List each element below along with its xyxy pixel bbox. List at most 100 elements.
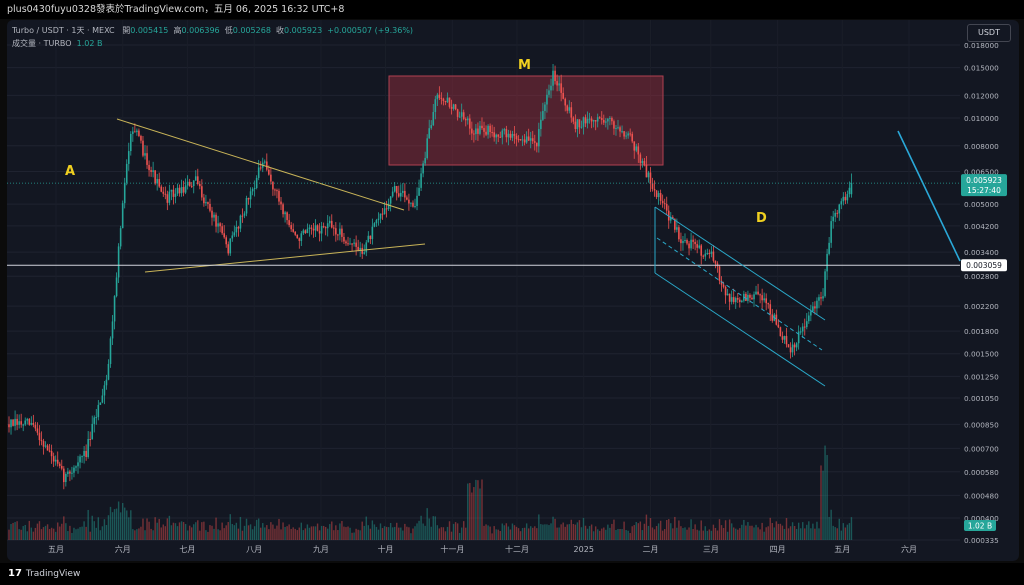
candle-body[interactable] [700, 245, 703, 256]
candle-body[interactable] [355, 242, 357, 247]
candle-body[interactable] [824, 271, 826, 297]
candle-body[interactable] [477, 128, 479, 134]
candle-body[interactable] [314, 225, 317, 231]
candle-body[interactable] [357, 246, 359, 251]
candle-body[interactable] [166, 194, 169, 203]
candle-body[interactable] [574, 121, 577, 129]
candle-body[interactable] [223, 233, 225, 238]
candle-body[interactable] [448, 97, 451, 107]
candle-body[interactable] [186, 181, 189, 186]
candle-body[interactable] [101, 395, 104, 403]
candle-body[interactable] [560, 83, 562, 93]
candle-body[interactable] [734, 298, 737, 303]
candle-body[interactable] [533, 141, 536, 143]
candle-body[interactable] [371, 226, 374, 240]
candle-body[interactable] [765, 298, 767, 304]
candle-body[interactable] [8, 424, 10, 428]
level-price-badge[interactable] [961, 259, 1007, 272]
candle-body[interactable] [107, 363, 110, 380]
candle-body[interactable] [67, 471, 69, 474]
candle-body[interactable] [115, 277, 118, 297]
candle-body[interactable] [690, 239, 692, 249]
candle-body[interactable] [479, 125, 481, 134]
candle-body[interactable] [834, 212, 837, 217]
candle-body[interactable] [540, 119, 542, 130]
candle-body[interactable] [304, 230, 307, 234]
candle-body[interactable] [89, 438, 91, 440]
candle-body[interactable] [406, 197, 408, 200]
candle-body[interactable] [322, 226, 325, 228]
candle-body[interactable] [318, 231, 321, 234]
candle-body[interactable] [257, 167, 260, 178]
candle-body[interactable] [176, 187, 179, 194]
candle-body[interactable] [676, 227, 678, 230]
candle-body[interactable] [12, 419, 14, 426]
candle-body[interactable] [580, 126, 583, 128]
candle-body[interactable] [34, 424, 37, 429]
candle-body[interactable] [458, 116, 461, 118]
candle-body[interactable] [203, 197, 205, 204]
candle-body[interactable] [757, 291, 759, 295]
candle-body[interactable] [446, 97, 449, 103]
candle-body[interactable] [142, 140, 144, 156]
candle-body[interactable] [259, 167, 262, 169]
candle-body[interactable] [121, 203, 124, 229]
candle-body[interactable] [81, 456, 83, 458]
candle-body[interactable] [487, 125, 489, 135]
candle-body[interactable] [296, 234, 299, 239]
candle-body[interactable] [582, 117, 585, 127]
candle-body[interactable] [266, 161, 268, 170]
candle-body[interactable] [605, 121, 607, 123]
candle-body[interactable] [50, 451, 53, 457]
candle-body[interactable] [436, 94, 439, 100]
candle-body[interactable] [694, 241, 696, 245]
candle-body[interactable] [682, 240, 684, 244]
candle-body[interactable] [85, 450, 87, 458]
candle-body[interactable] [345, 241, 347, 244]
candle-body[interactable] [755, 291, 757, 295]
candle-body[interactable] [814, 306, 816, 309]
candle-body[interactable] [20, 421, 22, 425]
candle-body[interactable] [647, 172, 650, 178]
candle-body[interactable] [783, 336, 786, 340]
candle-body[interactable] [158, 179, 161, 187]
candle-body[interactable] [803, 326, 806, 328]
candle-body[interactable] [710, 251, 713, 254]
candle-body[interactable] [739, 299, 741, 302]
candle-body[interactable] [233, 232, 236, 236]
candle-body[interactable] [140, 135, 142, 141]
candle-body[interactable] [639, 154, 642, 164]
candle-body[interactable] [763, 298, 765, 301]
candle-body[interactable] [134, 131, 136, 133]
candle-body[interactable] [292, 229, 294, 232]
candle-body[interactable] [674, 218, 676, 230]
candle-body[interactable] [797, 331, 800, 344]
candle-body[interactable] [399, 192, 402, 197]
symbol-label[interactable]: Turbo / USDT · 1天 · MEXC [12, 26, 115, 35]
candle-body[interactable] [138, 130, 140, 136]
candle-body[interactable] [150, 170, 152, 172]
candle-body[interactable] [521, 139, 524, 141]
candle-body[interactable] [32, 422, 35, 425]
candle-body[interactable] [316, 225, 319, 232]
candle-body[interactable] [302, 230, 305, 234]
candle-body[interactable] [686, 240, 688, 244]
candle-body[interactable] [641, 160, 644, 164]
candle-body[interactable] [771, 314, 774, 321]
candle-body[interactable] [631, 133, 634, 142]
candle-body[interactable] [712, 251, 715, 261]
candle-body[interactable] [525, 136, 528, 143]
candle-body[interactable] [418, 187, 420, 196]
candle-body[interactable] [844, 196, 847, 201]
candle-body[interactable] [300, 233, 303, 241]
candle-body[interactable] [816, 300, 818, 309]
candle-body[interactable] [665, 203, 668, 211]
candle-body[interactable] [274, 189, 276, 191]
candle-body[interactable] [156, 179, 158, 184]
candle-body[interactable] [337, 234, 339, 236]
candle-body[interactable] [430, 125, 433, 129]
candle-body[interactable] [333, 227, 335, 229]
candle-body[interactable] [130, 133, 132, 152]
candle-body[interactable] [231, 235, 234, 239]
candle-body[interactable] [351, 243, 353, 245]
